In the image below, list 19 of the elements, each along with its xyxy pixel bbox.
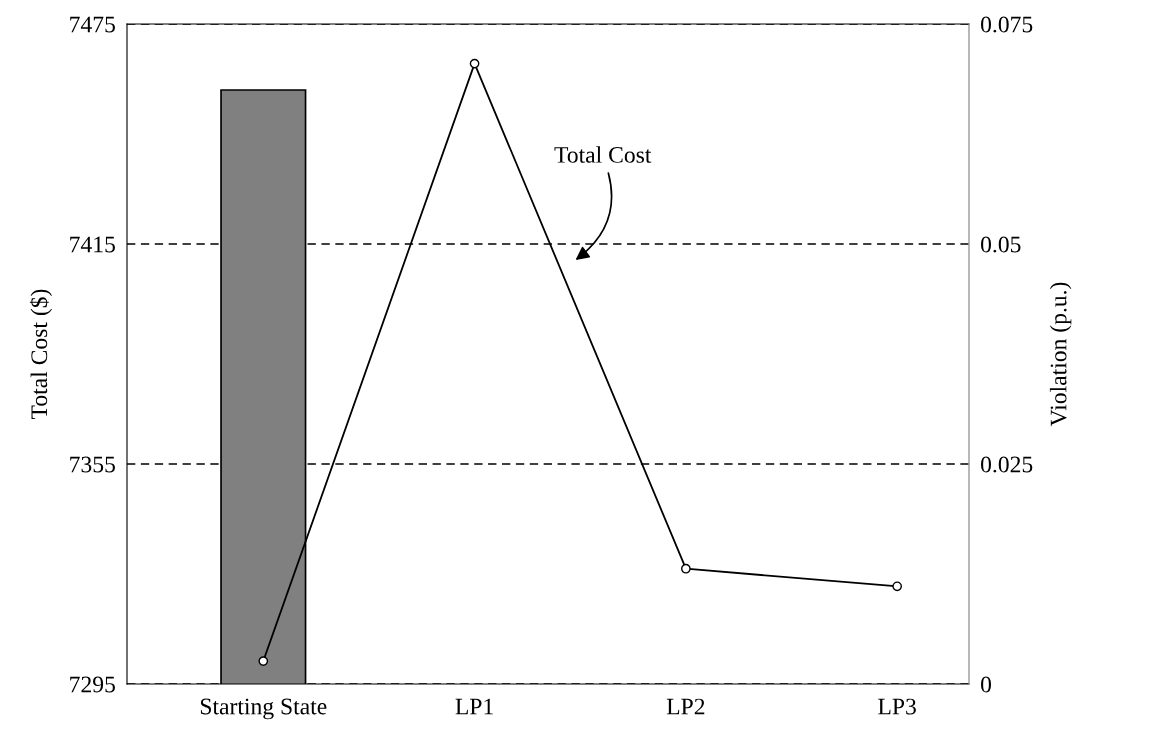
point <box>681 563 691 574</box>
x-tick-label: Starting State <box>200 698 327 720</box>
y-tick-label: 7355 <box>70 456 115 473</box>
y2-tick-label: 0.05 <box>981 236 1021 253</box>
y-tick-label: 7475 <box>70 16 115 33</box>
annotation: Total Cost <box>554 146 652 163</box>
y2-tick-label: 0 <box>981 676 992 693</box>
point <box>258 656 269 666</box>
y2-tick-label: 0.025 <box>981 456 1033 473</box>
x-tick-label: LP1 <box>455 698 493 715</box>
y-axis-title: Total Cost ($) <box>29 289 52 419</box>
x-tick-label: LP3 <box>878 698 916 715</box>
y2-tick-label: 0.075 <box>981 16 1033 33</box>
point <box>469 58 480 69</box>
y2-axis-title: Violation (p.u.) <box>1049 282 1072 427</box>
y-tick-label: 7415 <box>70 236 115 253</box>
y-tick-label: 7295 <box>70 676 115 693</box>
x-tick-label: LP2 <box>666 698 705 715</box>
point <box>892 581 903 592</box>
